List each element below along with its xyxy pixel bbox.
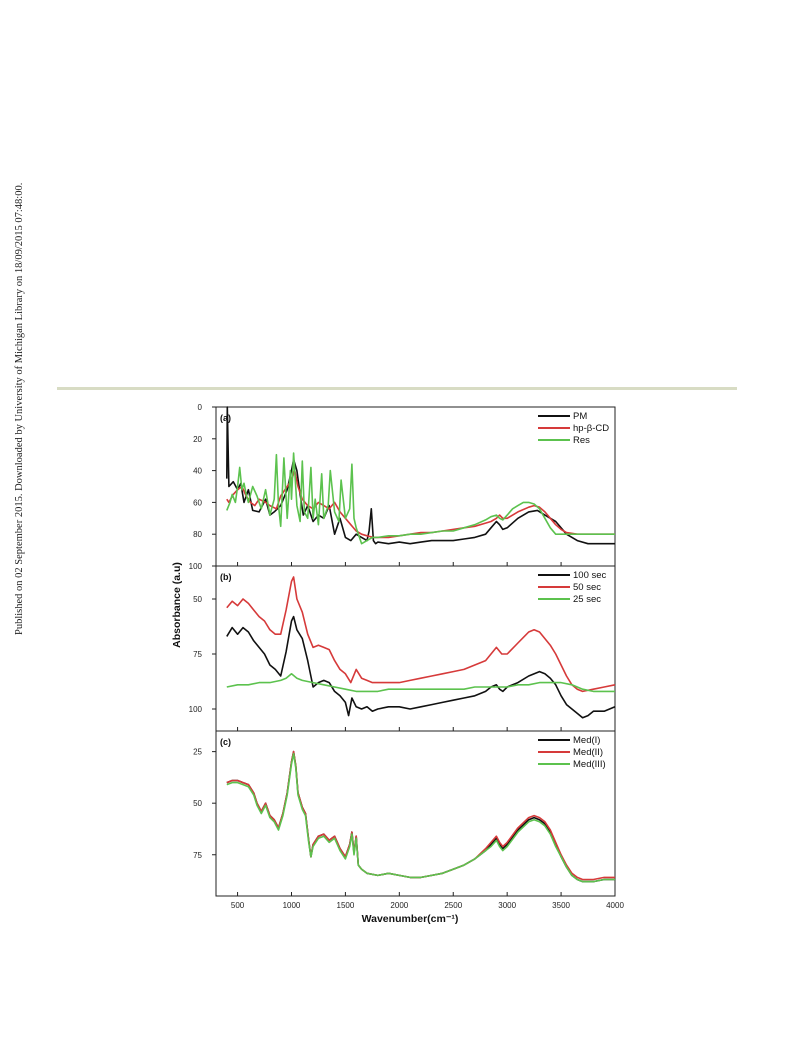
y-tick-label: 50 [193,595,202,604]
legend-label: Med(I) [573,735,600,746]
series-line-2-3 [226,673,615,693]
series-line-3-3 [226,752,615,883]
y-tick-label: 50 [193,799,202,808]
x-tick-label: 1000 [283,901,301,910]
y-tick-label: 0 [198,403,203,412]
series-line-3-1 [226,750,615,883]
legend-label: Med(II) [573,747,603,758]
x-tick-label: 2500 [444,901,462,910]
y-tick-label: 40 [193,467,202,476]
panel-frame [215,565,616,732]
legend-label: PM [573,411,587,422]
header-rule [57,387,737,390]
panel-label: (c) [220,737,231,747]
y-tick-label: 75 [193,650,202,659]
legend-label: hp-β-CD [573,423,609,434]
legend-label: 100 sec [573,570,607,581]
x-tick-label: 2000 [390,901,408,910]
x-axis-label: Wavenumber(cm⁻¹) [362,913,459,925]
x-tick-label: 1500 [337,901,355,910]
legend-label: 25 sec [573,594,601,605]
y-tick-label: 25 [193,748,202,757]
y-tick-label: 20 [193,435,202,444]
series-line-2-2 [226,576,616,693]
x-tick-label: 3500 [552,901,570,910]
y-axis-label: Absorbance (a.u) [171,562,183,648]
series-line-3-2 [226,750,615,881]
panel-frame [215,730,616,897]
legend-label: Med(III) [573,759,606,770]
y-tick-label: 75 [193,851,202,860]
chart-panel-3: 25 50 75 500 1000 1500 2000 2500 3000 3500 4000 (c)… [193,730,624,910]
legend-label: Res [573,435,590,446]
series-line-2-1 [226,615,616,719]
series-line-1-1 [226,406,615,545]
x-tick-label: 3000 [498,901,516,910]
legend-label: 50 sec [573,582,601,593]
panel-label: (b) [220,572,232,582]
y-tick-label: 100 [189,705,203,714]
y-tick-label: 60 [193,498,202,507]
panel-label: (a) [220,413,231,423]
series-line-1-3 [226,452,615,545]
y-tick-label: 100 [189,562,203,571]
x-tick-label: 500 [231,901,245,910]
x-tick-label: 4000 [606,901,624,910]
y-tick-label: 80 [193,530,202,539]
